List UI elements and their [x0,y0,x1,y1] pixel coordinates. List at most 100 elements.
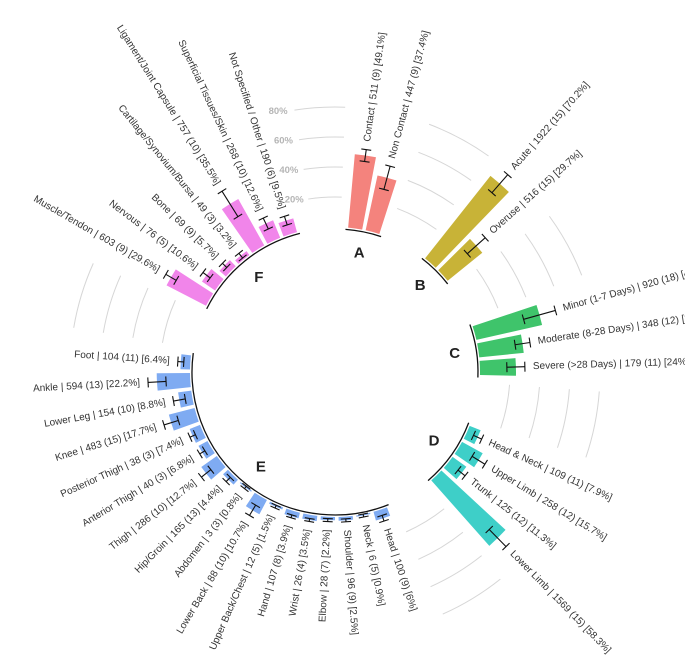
error-bar-part [340,517,351,520]
error-bar-part [222,262,228,268]
error-bar [358,512,369,519]
bar-label: Contact | 511 (9) [49.1%] [362,31,388,142]
error-bar-part [270,505,280,511]
error-bar-part [226,473,235,482]
grid-line [308,196,342,200]
error-bar [147,376,167,388]
grid-line [161,300,176,343]
error-bar-part [221,190,239,217]
error-bar-part [222,263,231,272]
baseline [206,232,301,310]
bar [245,492,267,515]
grid-line [500,251,527,298]
error-bar-part [201,469,212,478]
error-bar-part [385,164,396,169]
error-bar [485,525,510,551]
bar [201,455,226,480]
group-label: E [256,459,266,476]
bar [178,390,194,408]
error-bar-part [340,520,352,523]
error-bar-part [485,525,494,534]
error-bar-part [248,504,257,516]
grid-line [294,106,346,111]
bar [198,440,215,459]
group-label: C [449,345,460,362]
baseline [469,324,479,378]
error-bar-part [470,430,477,441]
error-bar-part [197,472,205,482]
y-tick-label: 80% [269,106,289,117]
error-bar [359,148,372,163]
error-bar-part [358,512,369,516]
error-bar-part [378,187,389,192]
grid-line [303,166,343,170]
error-bar [222,473,235,486]
error-bar-part [238,252,244,259]
bar [168,408,199,431]
bar [438,238,483,281]
error-bar-part [258,215,268,221]
bar [425,175,509,268]
grid-line [442,578,501,615]
error-bar-part [176,356,179,367]
error-bar [234,249,247,262]
error-bar-part [469,451,476,461]
error-bar-part [503,170,512,179]
grid-line [585,391,600,458]
error-bar-part [201,446,208,456]
error-bar [340,517,352,523]
error-bar-part [176,415,181,426]
error-bar [487,170,512,197]
grid-line [418,531,464,560]
error-bar-part [218,259,227,268]
error-bar [463,233,489,258]
error-bar-part [271,502,282,508]
error-bar [513,337,532,350]
error-bar [322,517,333,523]
error-bar-part [251,502,261,509]
grid-line [500,384,511,429]
group-label: D [429,433,440,450]
error-bar [176,356,185,367]
error-bar-part [196,449,203,459]
error-bar [286,512,297,520]
bar [156,373,191,391]
error-bar-part [183,393,187,404]
error-bar [506,361,526,373]
bar [278,218,297,237]
grid-line [73,263,94,328]
error-bar-part [217,188,227,195]
error-bar-part [361,148,372,151]
error-bar-part [521,314,526,325]
bar [221,198,265,253]
baseline [191,353,389,516]
bar [258,220,281,244]
bar-label: Minor (1-7 Days) | 920 (18) [44.9%] [562,261,685,314]
grid-line [428,123,489,157]
error-bar-part [481,233,489,242]
error-bar-part [506,366,525,368]
bar-label: Ankle | 594 (13) [22.2%] [33,378,141,395]
error-bar-part [304,517,315,520]
error-bar-part [163,419,179,426]
error-bar [199,268,214,283]
bar [477,334,524,358]
error-bar-part [383,166,391,190]
error-bar-part [359,160,370,163]
bar [443,456,467,480]
error-bar-part [381,515,385,522]
bar [472,304,543,340]
error-bar-part [206,273,214,283]
error-bar-part [481,459,488,469]
error-bar [304,517,315,523]
bar [348,154,376,230]
bar [189,424,206,443]
error-bar [217,188,243,220]
error-bar-part [502,542,510,551]
error-bar-part [238,254,247,262]
error-bar [244,502,261,519]
y-tick-label: 40% [279,165,299,176]
error-bar-part [473,434,482,440]
error-bar-part [463,249,472,258]
bar [219,260,236,277]
